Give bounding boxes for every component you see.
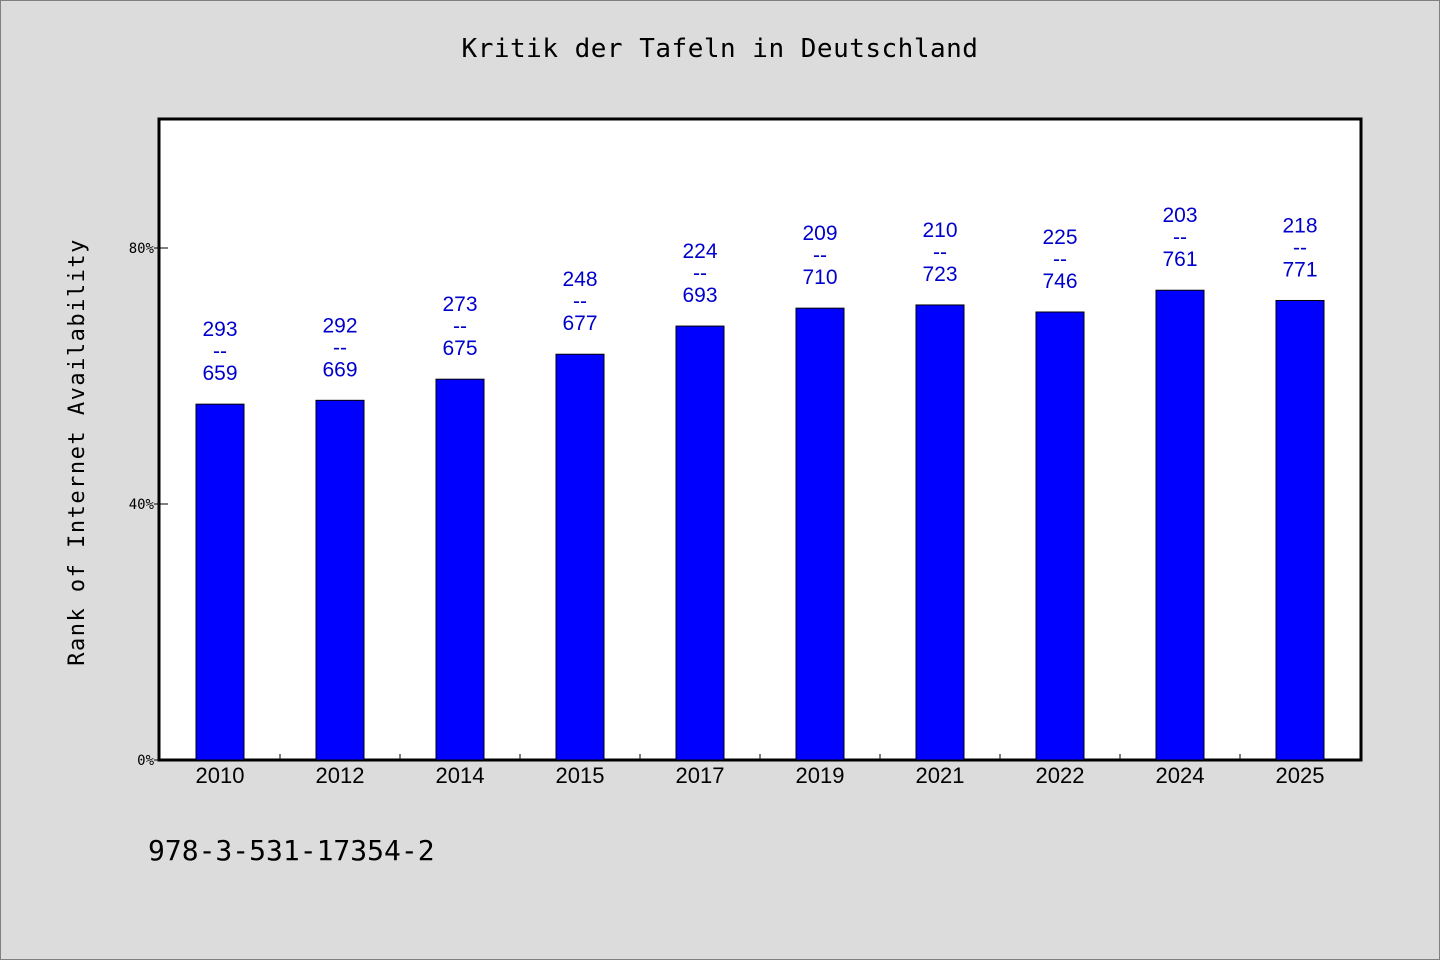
x-tick-label-2021: 2021: [916, 763, 965, 788]
data-label-2012-1: --: [333, 336, 347, 359]
data-label-2024-2: 761: [1162, 248, 1197, 271]
bar-2022: [1035, 311, 1085, 761]
bar-2010: [195, 403, 245, 761]
data-label-2010-0: 293: [202, 318, 237, 341]
y-tick-label-40: 40%: [129, 497, 155, 513]
data-label-2010-2: 659: [202, 362, 237, 385]
bar-2025: [1275, 299, 1325, 761]
data-label-2025-1: --: [1293, 236, 1307, 259]
y-tick-label-0: 0%: [137, 753, 154, 769]
y-axis-label: Rank of Internet Availability: [65, 238, 90, 666]
x-tick-label-2025: 2025: [1276, 763, 1325, 788]
x-tick-label-2015: 2015: [556, 763, 605, 788]
x-tick-label-2024: 2024: [1156, 763, 1205, 788]
data-label-2012-2: 669: [322, 358, 357, 381]
bar-2014: [435, 378, 485, 761]
data-label-2017-1: --: [693, 262, 707, 285]
bar-2021: [915, 304, 965, 761]
data-label-2021-2: 723: [922, 263, 957, 286]
data-label-2022-2: 746: [1042, 270, 1077, 293]
x-tick-label-2010: 2010: [196, 763, 245, 788]
data-label-2015-0: 248: [562, 268, 597, 291]
data-label-2022-1: --: [1053, 248, 1067, 271]
data-label-2015-2: 677: [562, 312, 597, 335]
x-tick-label-2017: 2017: [676, 763, 725, 788]
bar-2015: [555, 353, 605, 761]
bar-2024: [1155, 289, 1205, 761]
x-tick-label-2019: 2019: [796, 763, 845, 788]
data-label-2010-1: --: [213, 340, 227, 363]
data-label-2019-2: 710: [802, 266, 837, 289]
data-label-2012-0: 292: [322, 314, 357, 337]
data-label-2019-1: --: [813, 244, 827, 267]
data-label-2019-0: 209: [802, 222, 837, 245]
data-label-2014-0: 273: [442, 293, 477, 316]
x-tick-label-2022: 2022: [1036, 763, 1085, 788]
data-label-2025-2: 771: [1282, 258, 1317, 281]
bar-2019: [795, 307, 845, 761]
data-label-2021-0: 210: [922, 219, 957, 242]
data-label-2024-1: --: [1173, 226, 1187, 249]
data-label-2017-2: 693: [682, 284, 717, 307]
data-label-2017-0: 224: [682, 240, 717, 263]
data-label-2024-0: 203: [1162, 204, 1197, 227]
data-label-2014-1: --: [453, 315, 467, 338]
bar-2017: [675, 325, 725, 761]
data-label-2021-1: --: [933, 241, 947, 264]
x-tick-label-2012: 2012: [316, 763, 365, 788]
chart-title: Kritik der Tafeln in Deutschland: [461, 34, 979, 64]
data-label-2014-2: 675: [442, 337, 477, 360]
x-tick-label-2014: 2014: [436, 763, 485, 788]
data-label-2025-0: 218: [1282, 214, 1317, 237]
y-tick-label-80: 80%: [129, 241, 155, 257]
bar-2012: [315, 399, 365, 761]
data-label-2015-1: --: [573, 290, 587, 313]
isbn-text: 978-3-531-17354-2: [148, 834, 435, 867]
data-label-2022-0: 225: [1042, 226, 1077, 249]
